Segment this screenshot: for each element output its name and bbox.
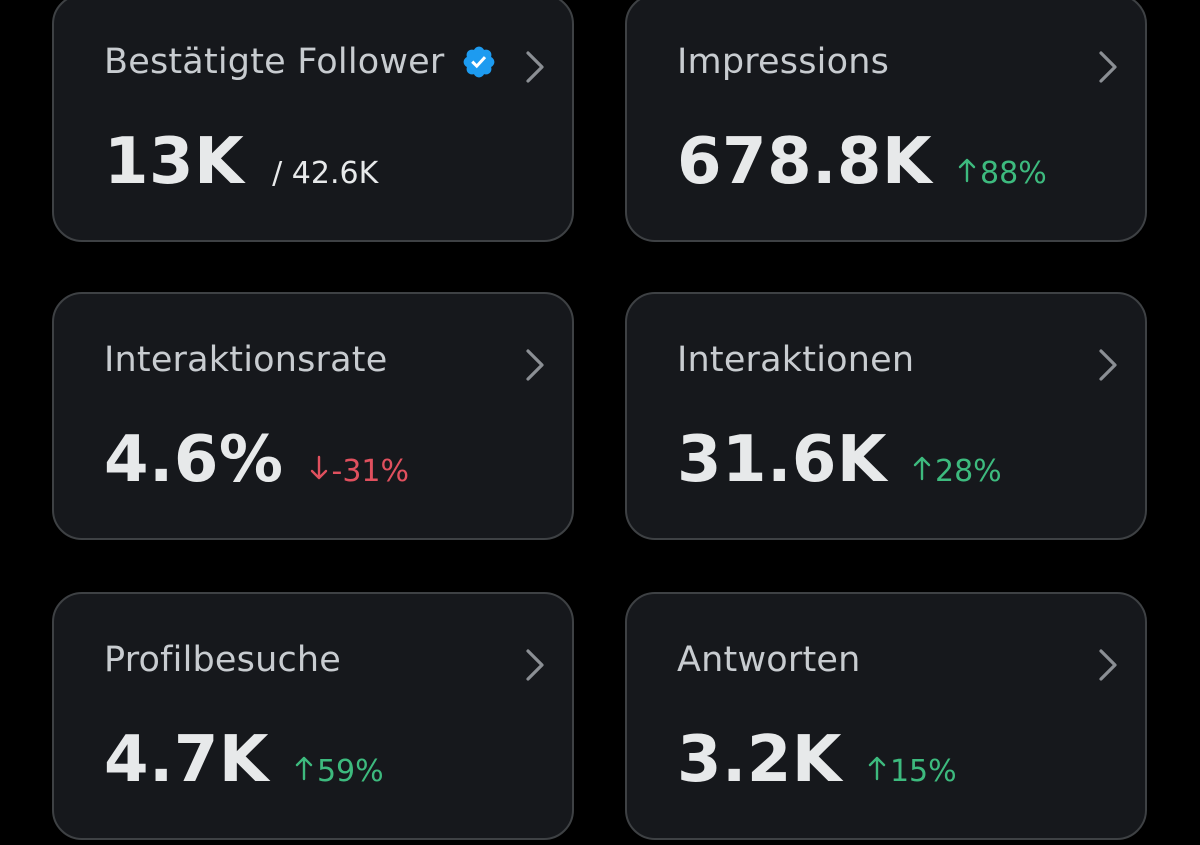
card-title-label: Antworten bbox=[677, 640, 861, 680]
main-value: 31.6K bbox=[677, 423, 887, 497]
change-indicator: 28% bbox=[913, 454, 1002, 489]
main-value: 13K bbox=[104, 125, 245, 199]
change-indicator: 15% bbox=[868, 754, 957, 789]
main-value: 678.8K bbox=[677, 125, 933, 199]
main-value: 4.7K bbox=[104, 723, 269, 797]
chevron-right-icon bbox=[526, 51, 544, 83]
total-followers-value: / 42.6K bbox=[272, 156, 379, 191]
value-row: 13K / 42.6K bbox=[104, 122, 378, 202]
arrow-down-icon bbox=[310, 455, 327, 480]
card-verified-followers[interactable]: Bestätigte Follower 13K / 42.6K bbox=[52, 0, 574, 242]
main-value: 4.6% bbox=[104, 423, 284, 497]
change-value: -31% bbox=[331, 454, 410, 489]
chevron-right-icon bbox=[526, 649, 544, 681]
arrow-up-icon bbox=[295, 756, 313, 781]
verified-badge-icon bbox=[463, 46, 494, 78]
card-title: Interaktionen bbox=[677, 340, 914, 380]
card-title: Profilbesuche bbox=[104, 640, 341, 680]
card-title-label: Profilbesuche bbox=[104, 640, 342, 680]
change-value: 59% bbox=[316, 754, 384, 789]
card-title: Bestätigte Follower bbox=[104, 42, 497, 82]
card-title: Impressions bbox=[677, 42, 889, 82]
chevron-right-icon bbox=[526, 349, 544, 381]
change-value: 15% bbox=[889, 754, 957, 789]
arrow-up-icon bbox=[913, 456, 931, 481]
card-profile-visits[interactable]: Profilbesuche 4.7K 59% bbox=[52, 592, 574, 840]
chevron-right-icon bbox=[1099, 51, 1117, 83]
change-indicator: 88% bbox=[958, 156, 1047, 191]
change-value: 88% bbox=[980, 156, 1047, 191]
card-interactions[interactable]: Interaktionen 31.6K 28% bbox=[625, 292, 1147, 540]
chevron-right-icon bbox=[1099, 349, 1117, 381]
arrow-up-icon bbox=[958, 158, 976, 183]
card-interaction-rate[interactable]: Interaktionsrate 4.6% -31% bbox=[52, 292, 574, 540]
value-row: 4.7K 59% bbox=[104, 720, 384, 800]
value-row: 31.6K 28% bbox=[677, 420, 1002, 500]
main-value: 3.2K bbox=[677, 723, 842, 797]
card-title-label: Interaktionsrate bbox=[104, 340, 388, 380]
value-row: 4.6% -31% bbox=[104, 420, 409, 500]
card-title-label: Interaktionen bbox=[677, 340, 915, 380]
card-title-label: Impressions bbox=[677, 42, 890, 82]
value-row: 3.2K 15% bbox=[677, 720, 957, 800]
change-value: 28% bbox=[935, 454, 1002, 489]
card-title-label: Bestätigte Follower bbox=[104, 42, 445, 82]
change-indicator: -31% bbox=[310, 454, 410, 489]
chevron-right-icon bbox=[1099, 649, 1117, 681]
card-impressions[interactable]: Impressions 678.8K 88% bbox=[625, 0, 1147, 242]
change-indicator: 59% bbox=[295, 754, 384, 789]
card-title: Antworten bbox=[677, 640, 861, 680]
arrow-up-icon bbox=[868, 756, 886, 781]
card-replies[interactable]: Antworten 3.2K 15% bbox=[625, 592, 1147, 840]
card-title: Interaktionsrate bbox=[104, 340, 387, 380]
value-row: 678.8K 88% bbox=[677, 122, 1047, 202]
